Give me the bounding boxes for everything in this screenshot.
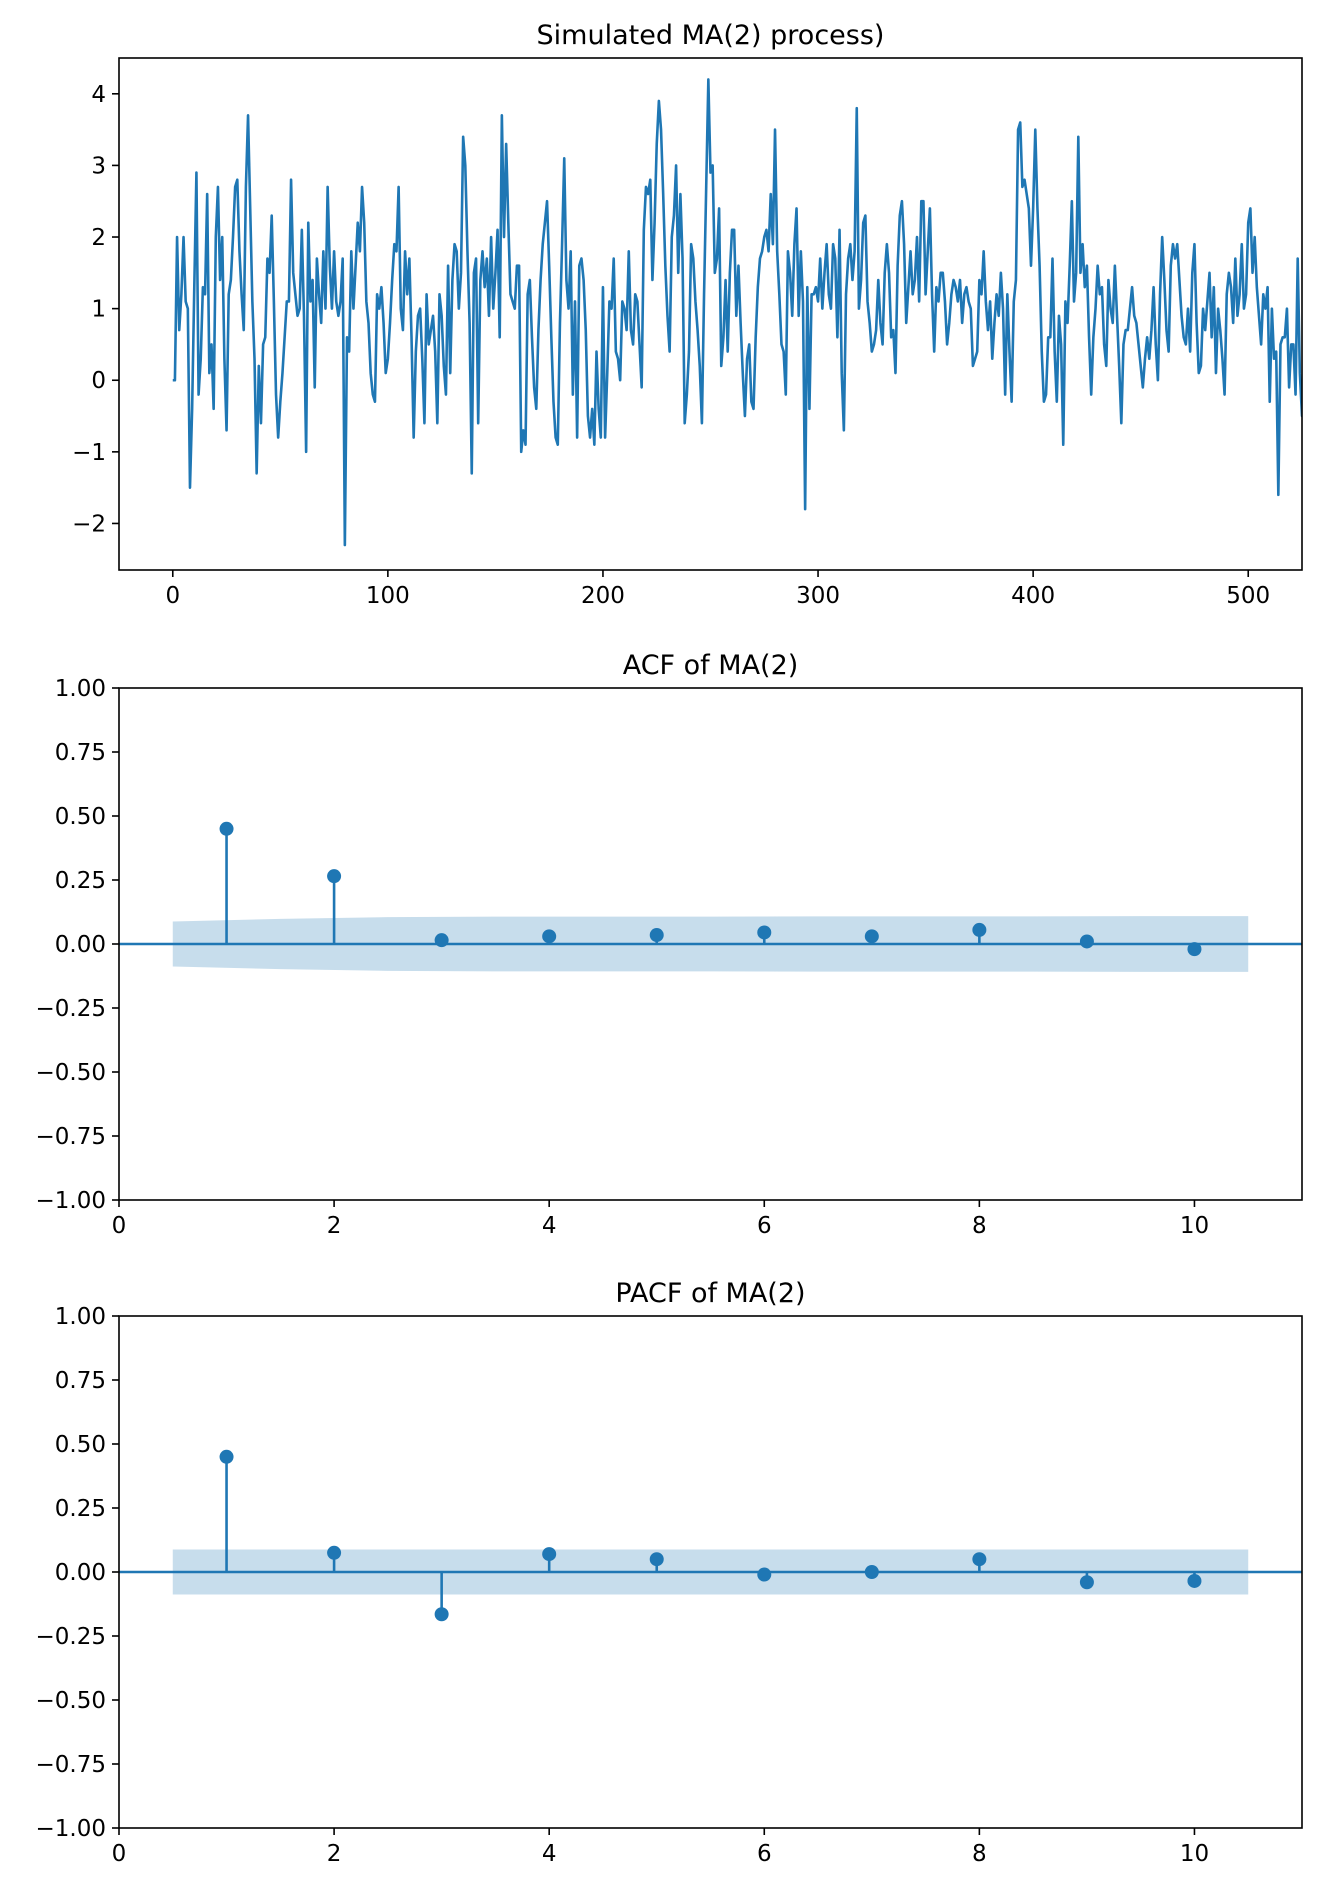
marker-lag-3 — [434, 1607, 449, 1622]
marker-lag-4 — [542, 929, 557, 944]
marker-lag-6 — [757, 1567, 772, 1582]
plot-area — [119, 821, 1302, 972]
y-tick-label: −1 — [72, 440, 106, 466]
marker-lag-1 — [219, 1449, 234, 1464]
x-tick-label: 500 — [1226, 583, 1270, 609]
x-tick-label: 6 — [757, 1213, 772, 1239]
axes-frame — [118, 57, 1303, 571]
marker-lag-2 — [327, 869, 342, 884]
y-tick-label: −0.50 — [36, 1060, 106, 1086]
y-tick-label: −1.00 — [36, 1188, 106, 1214]
x-tick-label: 0 — [112, 1213, 127, 1239]
y-tick-label: −0.75 — [36, 1752, 106, 1778]
x-tick-label: 400 — [1011, 583, 1055, 609]
y-tick-label: 0.75 — [55, 740, 106, 766]
marker-lag-6 — [757, 925, 772, 940]
x-tick-label: 0 — [112, 1841, 127, 1867]
y-tick-label: 0.25 — [55, 868, 106, 894]
x-tick-label: 100 — [366, 583, 410, 609]
y-tick-label: −0.50 — [36, 1688, 106, 1714]
y-tick-label: −1.00 — [36, 1816, 106, 1842]
chart-title: ACF of MA(2) — [623, 650, 799, 681]
y-tick-label: −0.25 — [36, 996, 106, 1022]
x-tick-label: 2 — [327, 1213, 342, 1239]
plot-area — [119, 1449, 1302, 1622]
y-tick-label: 0.50 — [55, 1432, 106, 1458]
x-tick-label: 10 — [1180, 1841, 1209, 1867]
marker-lag-1 — [219, 821, 234, 836]
y-tick-label: 1 — [91, 297, 106, 323]
x-tick-label: 4 — [542, 1841, 557, 1867]
x-tick-label: 8 — [972, 1213, 987, 1239]
marker-lag-8 — [972, 922, 987, 937]
marker-lag-7 — [864, 1565, 879, 1579]
marker-lag-5 — [649, 928, 664, 943]
x-tick-label: 200 — [581, 583, 625, 609]
marker-lag-10 — [1187, 942, 1202, 957]
x-tick-label: 300 — [796, 583, 840, 609]
subplot-1: Simulated MA(2) process) 0 100 200 300 400 500… — [72, 20, 1303, 609]
y-tick-label: 0.25 — [55, 1496, 106, 1522]
y-tick-label: 3 — [91, 153, 106, 179]
y-tick-label: 0.75 — [55, 1368, 106, 1394]
x-tick-label: 4 — [542, 1213, 557, 1239]
marker-lag-5 — [649, 1552, 664, 1567]
y-tick-label: −0.25 — [36, 1624, 106, 1650]
subplot-2: ACF of MA(2) 0 2 4 6 8 10 1.00 0.75 0.50 0.25 0.00 −… — [36, 650, 1303, 1239]
marker-lag-2 — [327, 1545, 342, 1560]
y-tick-label: 0.50 — [55, 804, 106, 830]
marker-lag-10 — [1187, 1573, 1202, 1588]
chart-title: PACF of MA(2) — [615, 1278, 805, 1309]
y-tick-label: 1.00 — [55, 676, 106, 702]
marker-lag-3 — [434, 933, 449, 948]
y-tick-label: 4 — [91, 82, 106, 108]
marker-lag-4 — [542, 1547, 557, 1562]
marker-lag-9 — [1079, 934, 1094, 949]
x-tick-label: 2 — [327, 1841, 342, 1867]
y-tick-label: 1.00 — [55, 1304, 106, 1330]
marker-lag-7 — [864, 929, 879, 944]
y-tick-label: −0.75 — [36, 1124, 106, 1150]
y-tick-label: 0.00 — [55, 932, 106, 958]
plot-area — [172, 78, 1302, 547]
marker-lag-9 — [1079, 1575, 1094, 1590]
chart-title: Simulated MA(2) process) — [537, 20, 885, 51]
x-tick-label: 8 — [972, 1841, 987, 1867]
x-tick-label: 10 — [1180, 1213, 1209, 1239]
x-tick-label: 0 — [165, 583, 180, 609]
y-tick-label: −2 — [72, 511, 106, 537]
subplot-3: PACF of MA(2) 0 2 4 6 8 10 1.00 0.75 0.50 0.25 0.00… — [36, 1278, 1303, 1867]
marker-lag-8 — [972, 1552, 987, 1567]
y-tick-label: 2 — [91, 225, 106, 251]
y-tick-label: 0.00 — [55, 1560, 106, 1586]
x-tick-label: 6 — [757, 1841, 772, 1867]
y-tick-label: 0 — [91, 368, 106, 394]
series-line — [172, 78, 1302, 547]
